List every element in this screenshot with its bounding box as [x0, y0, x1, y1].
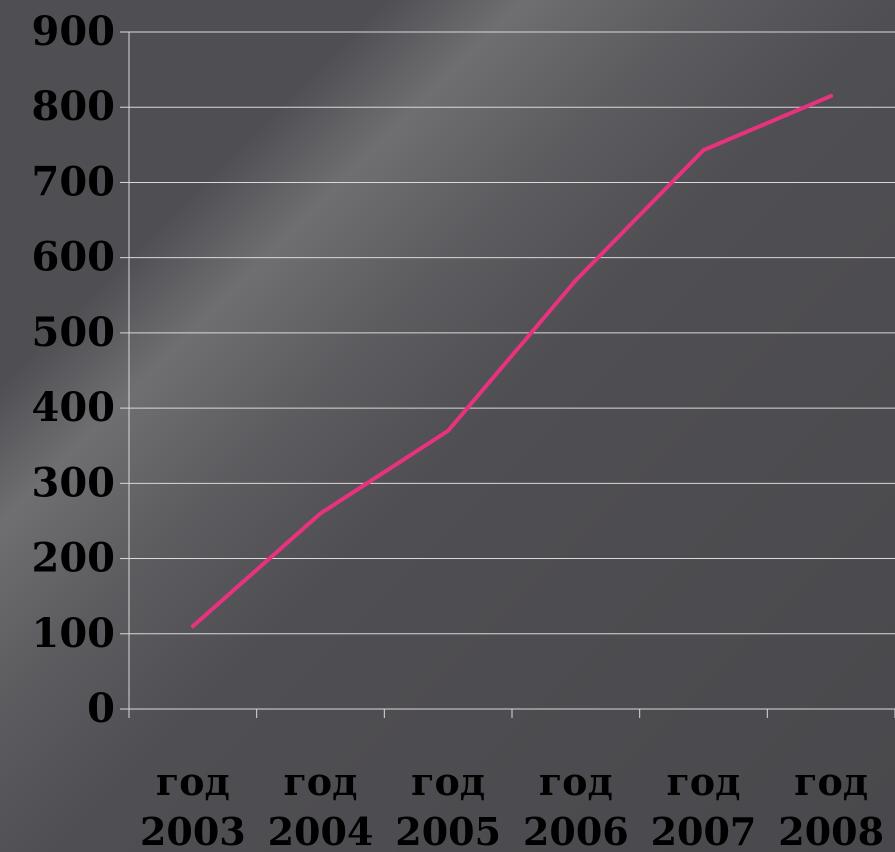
y-tick-labels: 0 100 200 300 400 500 600 700 800 900 [32, 8, 116, 732]
x-tick-label-2004: год 2004 [268, 759, 374, 852]
y-tick-label-100: 100 [32, 610, 116, 657]
y-tick-label-800: 800 [32, 83, 116, 130]
x-tick-label-2007: год 2007 [651, 759, 757, 852]
series-group [190, 93, 834, 629]
y-tick-label-0: 0 [87, 685, 115, 732]
y-tick-label-400: 400 [32, 384, 116, 431]
y-tick-label-200: 200 [32, 535, 116, 582]
x-tick-label-2006: год 2006 [523, 759, 629, 852]
series-line-0 [190, 93, 834, 629]
x-tick-label-2008: год 2008 [778, 759, 884, 852]
x-tick-label-2005: год 2005 [395, 759, 501, 852]
gridlines [129, 31, 895, 635]
y-tick-label-500: 500 [32, 309, 116, 356]
y-tick-label-600: 600 [32, 234, 116, 281]
y-tick-label-700: 700 [32, 158, 116, 205]
y-tick-label-900: 900 [32, 8, 116, 55]
x-tick-label-2003: год 2003 [140, 759, 246, 852]
axes [120, 31, 895, 718]
y-tick-label-300: 300 [32, 459, 116, 506]
